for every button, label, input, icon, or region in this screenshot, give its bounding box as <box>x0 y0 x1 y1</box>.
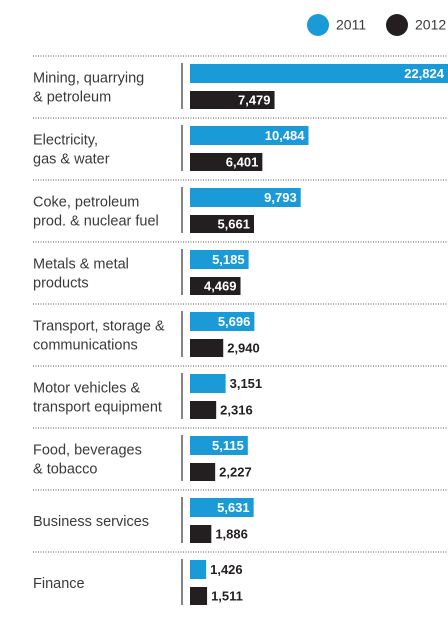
category-label: Mining, quarrying & petroleum <box>33 70 144 105</box>
bar <box>190 91 275 109</box>
bar <box>190 401 217 419</box>
bar <box>190 126 309 145</box>
value-label: 1,426 <box>210 562 243 577</box>
category-label: Metals & metal products <box>33 256 129 291</box>
category-label: Business services <box>33 514 149 530</box>
category-label: Coke, petroleum prod. & nuclear fuel <box>33 194 159 229</box>
bar <box>190 498 254 517</box>
category-label: Motor vehicles & transport equipment <box>33 380 162 415</box>
bar <box>190 153 263 171</box>
value-label: 22,824 <box>404 66 445 81</box>
bar <box>190 312 255 331</box>
value-label: 1,511 <box>211 588 243 603</box>
bar <box>190 587 208 605</box>
value-label: 5,185 <box>212 252 245 267</box>
value-label: 9,793 <box>264 190 297 205</box>
value-label: 3,151 <box>230 376 263 391</box>
bar <box>190 250 249 269</box>
bar <box>190 463 216 481</box>
value-label: 2,227 <box>219 464 252 479</box>
value-label: 7,479 <box>238 92 271 107</box>
bar <box>190 215 254 233</box>
value-label: 5,661 <box>217 216 250 231</box>
value-label: 4,469 <box>204 278 237 293</box>
category-label: Food, beverages & tobacco <box>33 442 142 477</box>
value-label: 1,886 <box>215 526 248 541</box>
bar <box>190 277 241 295</box>
bar <box>190 525 212 543</box>
category-label: Transport, storage & communications <box>33 318 165 353</box>
value-label: 6,401 <box>226 154 259 169</box>
legend-swatch <box>307 14 329 36</box>
legend-swatch <box>386 14 408 36</box>
category-label: Electricity, gas & water <box>33 132 110 167</box>
bar <box>190 374 226 393</box>
value-label: 5,696 <box>218 314 251 329</box>
value-label: 5,631 <box>217 500 250 515</box>
category-label: Finance <box>33 576 85 592</box>
value-label: 10,484 <box>265 128 306 143</box>
bar <box>190 560 207 579</box>
bar <box>190 188 301 207</box>
bar <box>190 64 448 83</box>
value-label: 5,115 <box>212 438 244 453</box>
bar <box>190 339 224 357</box>
legend-label: 2011 <box>336 17 366 33</box>
value-label: 2,940 <box>227 340 260 355</box>
legend-label: 2012 <box>415 17 446 33</box>
value-label: 2,316 <box>220 402 253 417</box>
bar <box>190 436 248 455</box>
